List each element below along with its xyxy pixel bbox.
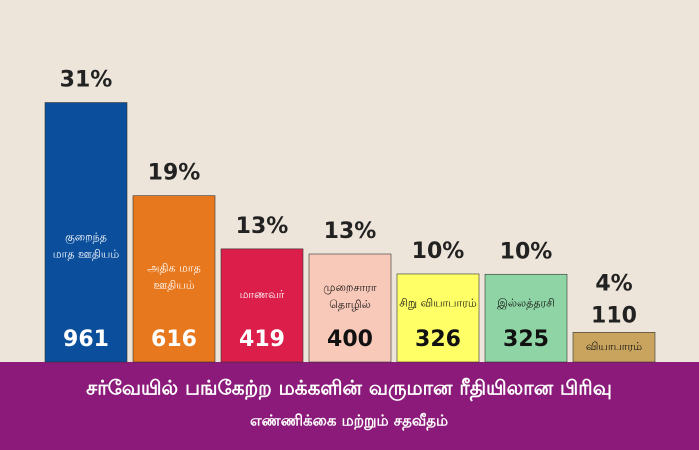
share-label: 10% bbox=[412, 239, 465, 264]
share-label: 4% bbox=[595, 271, 632, 296]
share-label: 10% bbox=[500, 239, 553, 264]
value-label: 325 bbox=[503, 327, 549, 352]
share-label: 13% bbox=[236, 214, 289, 239]
category-label: இல்லத்தரசி bbox=[497, 296, 555, 309]
bar bbox=[396, 273, 480, 363]
value-label: 961 bbox=[63, 327, 109, 352]
bar bbox=[220, 248, 304, 363]
category-label: குறைந்த bbox=[65, 231, 107, 246]
category-label: ஊதியம் bbox=[153, 279, 194, 292]
category-label: தொழில் bbox=[329, 298, 370, 311]
value-label: 326 bbox=[415, 327, 461, 352]
bar bbox=[484, 273, 568, 363]
value-label: 419 bbox=[239, 327, 285, 352]
share-label: 19% bbox=[148, 161, 201, 186]
share-label: 13% bbox=[324, 219, 377, 244]
value-label: 616 bbox=[151, 327, 197, 352]
bar bbox=[308, 253, 392, 363]
footer-band bbox=[0, 362, 699, 450]
category-label: அதிக மாத bbox=[147, 262, 201, 275]
share-label: 31% bbox=[60, 68, 113, 93]
chart-subtitle: எண்ணிக்கை மற்றும் சதவீதம் bbox=[250, 412, 448, 431]
category-label: மாத ஊதியம் bbox=[53, 248, 120, 261]
bar bbox=[132, 195, 216, 363]
bar bbox=[572, 331, 656, 363]
chart-title: சர்வேயில் பங்கேற்ற மக்களின் வருமான ரீதிய… bbox=[86, 376, 612, 402]
category-label: மாணவர் bbox=[240, 288, 285, 301]
category-label: சிறு வியாபாரம் bbox=[399, 296, 477, 309]
value-label: 400 bbox=[327, 327, 373, 352]
category-label: முறைசாரா bbox=[323, 281, 377, 294]
bar bbox=[44, 102, 128, 363]
value-label: 110 bbox=[591, 303, 637, 328]
category-label: வியாபாரம் bbox=[586, 340, 642, 353]
